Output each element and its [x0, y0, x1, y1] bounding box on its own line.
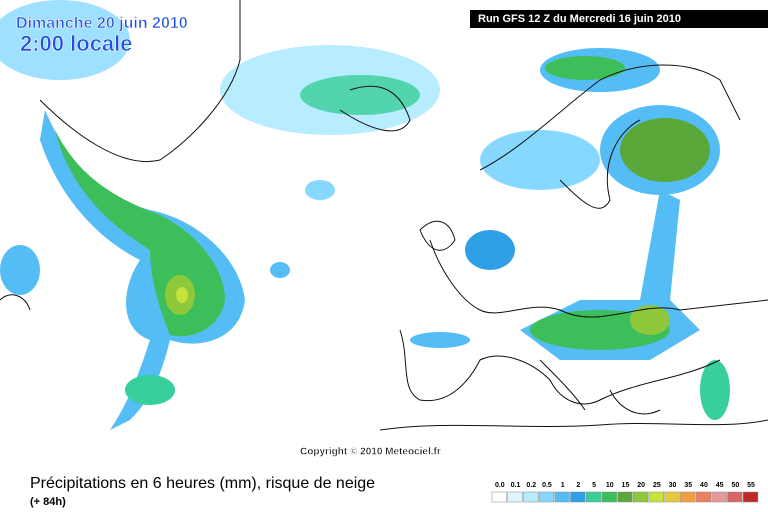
- footer-bg: [0, 466, 768, 512]
- legend-swatch: [570, 491, 586, 503]
- legend-swatch: [695, 491, 712, 503]
- legend: 0.0 0.1 0.2 0.5 1 2 5 10 15 20 25 30 35 40 45 50 55: [491, 482, 759, 503]
- legend-swatch: [585, 491, 602, 503]
- coastlines: [0, 0, 768, 431]
- copyright: Copyright © 2010 Meteociel.fr: [300, 447, 441, 458]
- legend-label: 45: [716, 482, 724, 489]
- legend-swatch: [507, 491, 523, 503]
- legend-label: 55: [747, 482, 755, 489]
- legend-label: 1: [561, 482, 565, 489]
- legend-swatch: [711, 491, 727, 503]
- precipitation: [0, 0, 730, 430]
- legend-swatch: [633, 491, 649, 503]
- legend-swatch: [648, 491, 664, 503]
- legend-label: 0.5: [542, 482, 552, 489]
- legend-swatch: [538, 491, 555, 503]
- legend-label: 50: [731, 482, 739, 489]
- date: Dimanche 20 juin 2010: [16, 15, 188, 32]
- legend-label: 25: [653, 482, 661, 489]
- legend-swatch: [491, 491, 507, 503]
- legend-label: 35: [684, 482, 692, 489]
- footer-title: Précipitations en 6 heures (mm), risque …: [30, 475, 375, 492]
- legend-label: 30: [669, 482, 677, 489]
- legend-swatch: [617, 491, 633, 503]
- time: 2:00 locale: [20, 31, 133, 56]
- legend-label: 20: [637, 482, 645, 489]
- legend-swatch: [554, 491, 570, 503]
- run: Run GFS 12 Z du Mercredi 16 juin 2010: [478, 13, 681, 25]
- legend-swatch: [727, 491, 743, 503]
- legend-label: 15: [622, 482, 630, 489]
- legend-swatch: [680, 491, 696, 503]
- legend-swatch: [523, 491, 539, 503]
- legend-swatch: [601, 491, 617, 503]
- run-box: [470, 10, 768, 28]
- legend-label: 10: [606, 482, 614, 489]
- lead-time: (+ 84h): [30, 496, 66, 508]
- legend-label: 2: [576, 482, 580, 489]
- legend-label: 0.2: [526, 482, 536, 489]
- legend-label: 5: [592, 482, 596, 489]
- legend-label: 0.1: [511, 482, 521, 489]
- legend-label: 40: [700, 482, 708, 489]
- legend-swatch: [742, 491, 759, 503]
- legend-swatch: [664, 491, 680, 503]
- legend-label: 0.0: [495, 482, 505, 489]
